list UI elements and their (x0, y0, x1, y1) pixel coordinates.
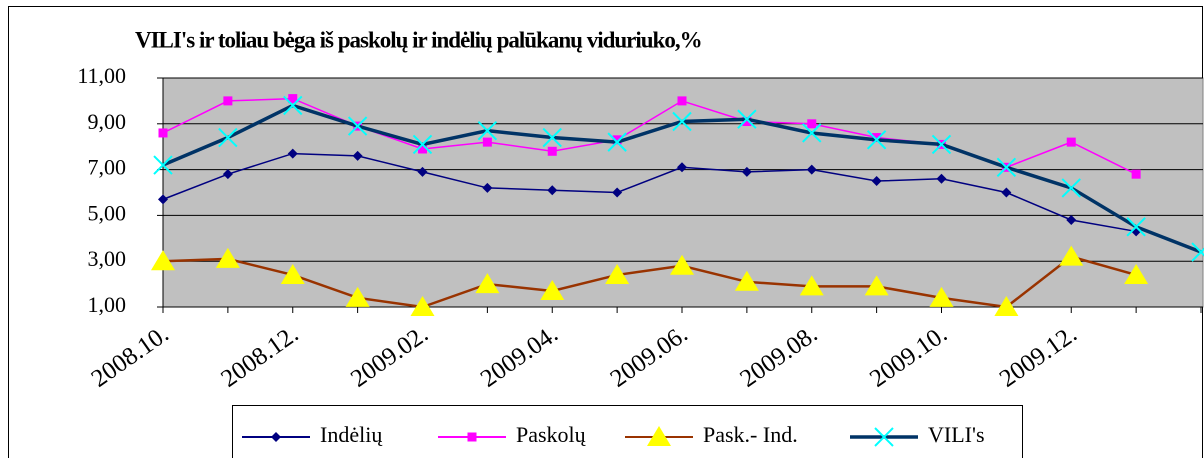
marker (931, 134, 952, 155)
legend-item: Paskolų (438, 422, 587, 447)
legend-item: Pask.- Ind. (625, 422, 798, 447)
marker (158, 128, 168, 138)
line (162, 152, 1137, 233)
marker (1001, 187, 1012, 198)
marker (802, 123, 822, 143)
marker (612, 187, 623, 198)
marker (347, 116, 368, 136)
marker (872, 133, 882, 143)
marker (672, 111, 692, 132)
marker (417, 166, 428, 177)
marker (1126, 217, 1146, 237)
legend-item: Indėlių (242, 422, 383, 447)
marker (607, 132, 627, 152)
y-tick-label: 9,00 (88, 109, 127, 134)
marker (288, 94, 298, 104)
y-tick-label: 3,00 (88, 246, 127, 271)
marker (475, 273, 500, 294)
marker (158, 194, 168, 205)
legend-item: VILI's (850, 422, 985, 447)
y-tick-label: 7,00 (88, 155, 127, 180)
marker (864, 275, 889, 296)
marker (477, 120, 498, 141)
marker (153, 155, 173, 175)
marker (936, 173, 947, 184)
marker (866, 130, 887, 150)
chart-title: VILI's ir toliau bėga iš paskolų ir indė… (135, 27, 702, 52)
series (151, 245, 1149, 316)
marker (996, 157, 1017, 178)
series (158, 148, 1142, 237)
marker (280, 263, 305, 284)
legend-box (232, 405, 1023, 458)
marker (605, 263, 630, 284)
marker (418, 144, 427, 154)
marker (799, 275, 824, 296)
marker (467, 432, 477, 442)
y-tick-label: 5,00 (88, 200, 127, 225)
marker (218, 127, 238, 148)
marker (482, 137, 492, 147)
marker (612, 135, 622, 145)
marker (542, 127, 562, 148)
line (162, 255, 1137, 309)
marker (734, 270, 759, 291)
marker (540, 279, 565, 300)
marker (412, 134, 433, 155)
marker (223, 96, 233, 106)
marker (215, 247, 240, 268)
marker (547, 185, 558, 196)
marker (547, 146, 557, 156)
marker (1131, 169, 1141, 179)
series (153, 95, 1204, 262)
marker (677, 96, 687, 106)
y-tick-label: 1,00 (88, 292, 127, 317)
marker (871, 176, 882, 187)
marker (283, 95, 303, 116)
marker (647, 426, 671, 446)
marker (482, 182, 493, 193)
marker (345, 286, 370, 307)
marker (1066, 137, 1076, 147)
marker (874, 427, 894, 447)
marker (1124, 263, 1149, 284)
marker (994, 296, 1019, 316)
marker (1061, 178, 1081, 198)
marker (670, 254, 694, 275)
marker (742, 117, 752, 127)
legend-label: Pask.- Ind. (703, 422, 798, 447)
y-tick-label: 11,00 (77, 63, 126, 88)
legend-label: Indėlių (320, 422, 383, 447)
marker (806, 164, 817, 175)
marker (287, 148, 298, 159)
marker (151, 250, 175, 271)
marker (1191, 242, 1204, 262)
marker (807, 119, 817, 129)
marker (352, 150, 363, 161)
legend-label: VILI's (928, 422, 985, 447)
marker (271, 432, 281, 442)
marker (222, 169, 233, 180)
marker (410, 296, 435, 316)
marker (1066, 214, 1077, 225)
marker (741, 166, 752, 177)
legend-label: Paskolų (516, 422, 587, 447)
marker (737, 109, 757, 129)
marker (929, 286, 954, 307)
marker (1059, 245, 1084, 266)
marker (677, 162, 687, 173)
